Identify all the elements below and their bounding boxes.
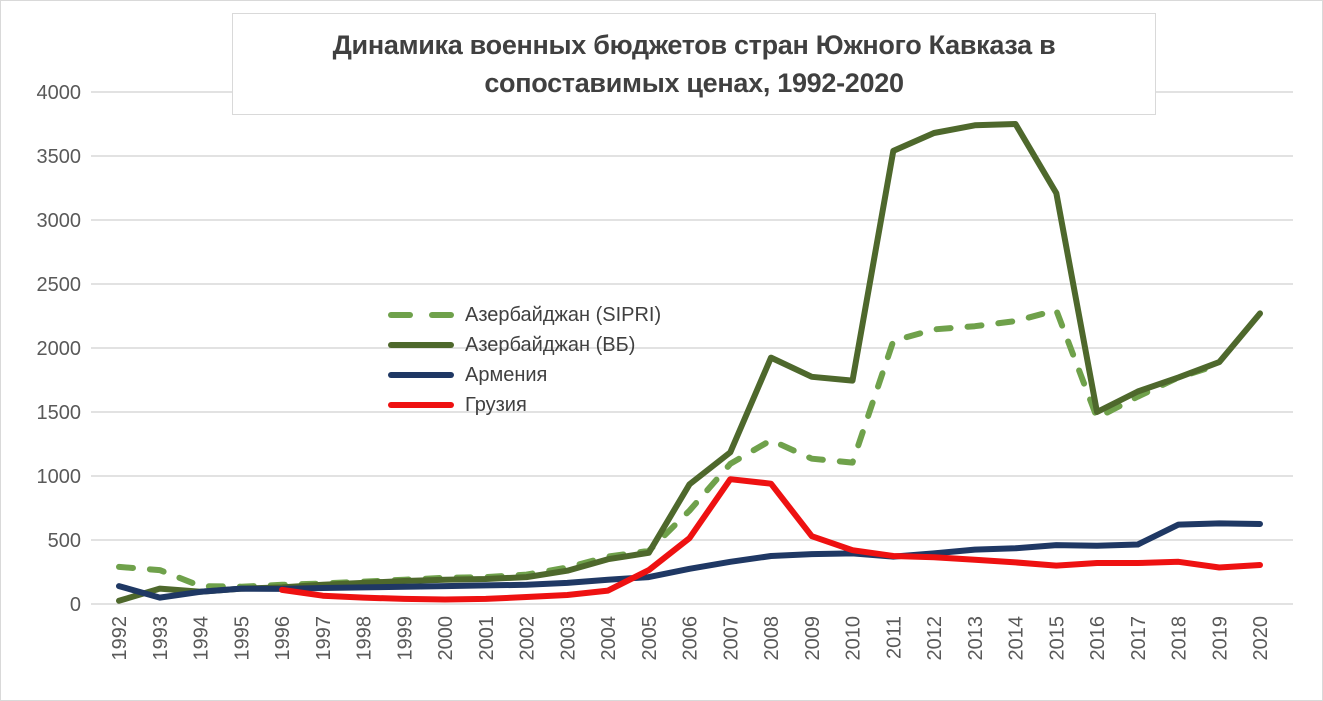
x-tick-label: 2005 [639,616,661,661]
y-tick-label: 0 [70,594,81,616]
y-tick-label: 3500 [37,146,82,168]
legend-item-azerbaijan-wb: Азербайджан (ВБ) [388,330,661,360]
x-tick-label: 2012 [924,616,946,661]
y-tick-label: 3000 [37,210,82,232]
x-tick-label: 2018 [1169,616,1191,661]
chart-title-line2: сопоставимых ценах, 1992-2020 [484,68,904,98]
x-tick-label: 2011 [883,616,905,659]
x-tick-label: 1996 [272,616,294,661]
legend-label: Азербайджан (SIPRI) [465,303,662,326]
legend-swatch-dashed-green [388,312,454,318]
x-tick-label: 2013 [965,616,987,661]
y-tick-label: 4000 [37,82,82,104]
x-tick-label: 1993 [150,616,172,661]
y-tick-label: 500 [48,530,81,552]
x-tick-label: 2014 [1006,616,1028,661]
legend-label: Азербайджан (ВБ) [465,333,636,356]
x-tick-label: 2002 [517,616,539,661]
y-tick-label: 1500 [37,402,82,424]
x-tick-label: 2004 [598,616,620,661]
x-tick-label: 2020 [1250,616,1272,661]
x-tick-label: 2001 [476,616,498,661]
legend-swatch-dark-green [388,342,454,348]
legend-label: Армения [465,363,548,386]
y-tick-label: 2000 [37,338,82,360]
x-tick-label: 2010 [843,616,865,661]
x-tick-label: 2016 [1087,616,1109,661]
x-tick-label: 2003 [557,616,579,661]
legend-item-azerbaijan-sipri: Азербайджан (SIPRI) [388,300,661,330]
x-tick-label: 2007 [720,616,742,661]
x-tick-label: 1995 [231,616,253,661]
legend-swatch-red [388,402,454,408]
x-tick-label: 2006 [680,616,702,661]
chart-title: Динамика военных бюджетов стран Южного К… [232,13,1156,115]
x-tick-label: 2015 [1046,616,1068,661]
series-line-Армения [116,520,1263,601]
x-tick-label: 1997 [313,616,335,661]
legend-item-georgia: Грузия [388,390,661,420]
series-line-Азербайджан (ВБ) [116,121,1263,604]
x-tick-label: 2019 [1209,616,1231,661]
legend-swatch-navy [388,372,454,378]
x-tick-label: 1998 [354,616,376,661]
x-tick-label: 2008 [761,616,783,661]
y-tick-label: 2500 [37,274,82,296]
x-tick-label: 2017 [1128,616,1150,661]
chart-title-line1: Динамика военных бюджетов стран Южного К… [332,30,1056,60]
x-tick-label: 1994 [191,616,213,661]
legend-label: Грузия [465,393,527,416]
y-tick-label: 1000 [37,466,82,488]
x-tick-label: 2000 [435,616,457,661]
legend-item-armenia: Армения [388,360,661,390]
chart-legend: Азербайджан (SIPRI) Азербайджан (ВБ) Арм… [388,300,661,420]
x-tick-label: 2009 [802,616,824,661]
x-tick-label: 1992 [109,616,131,661]
series-line-Грузия [279,476,1263,603]
x-tick-label: 1999 [394,616,416,661]
